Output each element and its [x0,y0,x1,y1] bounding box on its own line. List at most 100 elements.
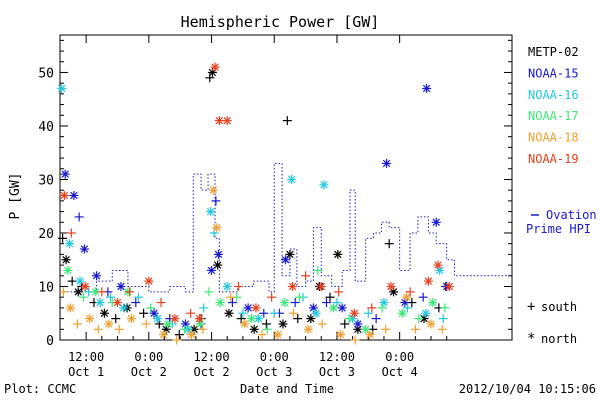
noaa-15-point [131,298,141,308]
star-stroke [304,325,312,334]
noaa-19-point [80,281,90,291]
star-stroke [223,116,231,125]
y-ticks: 0 10 20 30 40 50 [38,39,512,349]
noaa-18-point [350,335,360,345]
star-stroke [424,277,433,285]
noaa-18-point [114,324,124,334]
star-stroke [338,304,346,312]
star-stroke [113,298,122,307]
plot-axes [59,34,513,341]
star-stroke [336,330,345,339]
x-axis-label: Date and Time [240,382,334,396]
noaa-19-point [367,303,377,313]
star-stroke [70,191,78,200]
noaa-18-point [141,319,151,329]
noaa-15-point [290,298,300,308]
metp-02-point [278,319,288,329]
star-stroke [150,309,158,317]
noaa-15-point [207,265,217,275]
noaa-16-point [402,303,412,313]
noaa-19-point [59,191,69,201]
noaa-15-point [92,271,102,281]
x-tick-label-date: Oct 3 [256,365,292,379]
star-stroke [361,325,370,334]
noaa-19-point [222,116,232,126]
star-stroke [252,304,260,312]
star-stroke [312,309,320,317]
legend-entry-noaa-15: NOAA-15 [528,66,579,80]
noaa-19-point [97,287,107,297]
noaa-17-point [247,314,257,324]
star-stroke [366,330,374,339]
x-tick-label-time: 12:00 [319,350,355,364]
noaa-15-point [431,217,441,227]
star-stroke [181,320,190,328]
noaa-19-point [433,260,443,270]
noaa-19-point [234,281,244,291]
metp-02-point [285,249,295,259]
star-stroke [64,266,72,275]
star-stroke [195,314,204,323]
star-stroke [254,314,263,323]
star-stroke [215,116,224,125]
noaa-19-point [210,62,220,72]
noaa-15-point [214,249,224,259]
marker-legend-south-label: south [541,300,577,314]
noaa-18-point [58,287,68,297]
star-stroke [225,309,233,317]
noaa-17-point [215,298,225,308]
noaa-19-point [194,314,204,324]
noaa-17-point [280,298,290,308]
star-stroke [206,207,215,216]
star-stroke [66,304,75,312]
noaa-18-point [240,319,250,329]
noaa-19-point [267,292,277,302]
star-stroke [209,186,218,194]
star-stroke [250,325,258,334]
noaa-16-point [311,308,321,318]
noaa-15-point [69,191,79,201]
marker-legend-north-symbol: * [527,331,535,347]
metp-02-point [249,324,259,334]
legend-entry-noaa-19: NOAA-19 [528,152,579,166]
noaa-18-point [426,319,436,329]
star-stroke [81,282,89,291]
noaa-16-point [421,308,431,318]
marker-legend: + south * north [527,299,577,347]
star-stroke [85,314,94,323]
noaa-18-point [437,324,447,334]
star-stroke [445,282,454,291]
noaa-16-point [95,298,105,308]
star-stroke [398,309,406,317]
star-stroke [119,304,128,312]
noaa-16-point [133,292,143,302]
legend-entry-noaa-16: NOAA-16 [528,88,579,102]
star-stroke [61,170,69,178]
star-stroke [334,250,342,259]
y-tick-label: 0 [46,334,54,349]
metp-02-point [111,314,121,324]
noaa-16-point [153,314,163,324]
noaa-17-point [63,265,73,275]
x-tick-label-time: 12:00 [193,350,229,364]
noaa-17-point [313,265,323,275]
noaa-19-point [386,281,396,291]
star-stroke [207,266,216,275]
noaa-18-point [365,330,375,340]
metp-02-point [67,276,77,286]
noaa-16-point [119,303,129,313]
star-stroke [247,314,256,323]
star-stroke [354,320,362,328]
star-stroke [354,325,362,334]
star-stroke [153,314,162,323]
noaa-18-point [187,330,197,340]
marker-legend-south-symbol: + [527,299,535,315]
noaa-15-point [243,303,253,313]
noaa-19-point [423,276,433,286]
star-stroke [244,304,252,312]
star-stroke [422,309,430,317]
noaa-19-point [251,303,261,313]
noaa-17-point [163,319,173,329]
star-stroke [213,223,221,232]
